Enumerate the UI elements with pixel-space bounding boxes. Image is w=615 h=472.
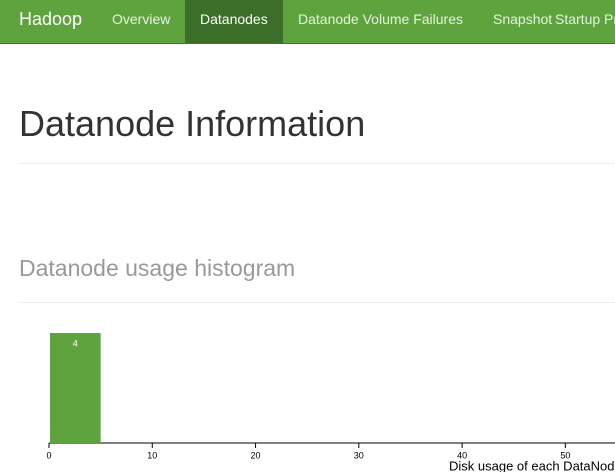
x-tick-label: 10 — [147, 450, 157, 460]
nav-item[interactable]: Overview — [112, 11, 171, 27]
x-axis-label: Disk usage of each DataNode (%) — [449, 458, 615, 472]
page-title: Datanode Information — [19, 103, 366, 144]
nav-item[interactable]: Datanodes — [185, 0, 283, 43]
nav-item[interactable]: Snapshot — [493, 11, 553, 27]
divider — [19, 302, 615, 303]
nav-item[interactable]: Datanode Volume Failures — [298, 11, 463, 27]
x-tick-label: 30 — [354, 450, 364, 460]
histogram: 0 10 20 30 40 50 4 Disk usage of each DataNode … — [46, 333, 615, 472]
x-tick-label: 20 — [251, 450, 261, 460]
x-tick-label: 50 — [560, 450, 570, 460]
navbar: Hadoop Overview Datanodes Datanode Volume … — [0, 0, 615, 44]
x-tick-label: 40 — [457, 450, 467, 460]
section-title: Datanode usage histogram — [19, 255, 296, 281]
x-tick-label: 0 — [46, 450, 51, 460]
bar-label: 4 — [73, 338, 78, 348]
bar — [50, 333, 101, 443]
divider — [19, 163, 615, 164]
nav-item[interactable]: Startup Progress — [555, 11, 615, 27]
brand[interactable]: Hadoop — [19, 9, 83, 29]
